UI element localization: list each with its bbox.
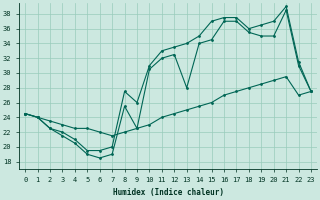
X-axis label: Humidex (Indice chaleur): Humidex (Indice chaleur) — [113, 188, 224, 197]
